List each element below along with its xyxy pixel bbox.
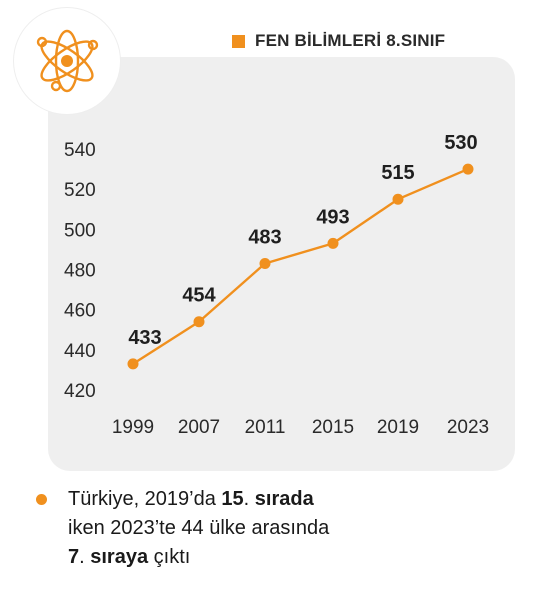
data-label: 483: [248, 226, 281, 248]
x-tick-label: 2015: [312, 417, 354, 438]
x-tick-label: 2011: [245, 417, 286, 438]
note-text: .: [79, 546, 91, 568]
y-tick-label: 480: [64, 261, 96, 282]
legend-swatch: [232, 34, 245, 48]
line-chart: 540 520 500 480 460 440 420 1999 2007 2011 2015 201…: [64, 132, 489, 438]
y-tick-label: 520: [64, 180, 96, 201]
legend-label: FEN BİLİMLERİ 8.SINIF: [255, 31, 446, 50]
chart-panel: [48, 57, 515, 471]
note-rank-2019: 15: [221, 488, 244, 510]
y-tick-label: 500: [64, 220, 96, 241]
series-line: [132, 167, 469, 365]
note-bold-word: sırada: [254, 488, 314, 510]
y-tick-label: 540: [64, 140, 96, 161]
x-tick-label: 2023: [447, 417, 489, 438]
data-point: [193, 316, 205, 328]
y-tick-label: 460: [64, 301, 96, 322]
summary-note: Türkiye, 2019’da 15. sırada iken 2023’te…: [36, 485, 516, 572]
note-text: çıktı: [148, 546, 191, 568]
note-bold-word: sıraya: [90, 546, 149, 568]
x-tick-label: 1999: [112, 417, 154, 438]
data-label: 493: [316, 206, 349, 228]
data-point: [327, 237, 339, 249]
x-tick-label: 2007: [178, 417, 220, 438]
data-label: 454: [182, 285, 216, 307]
data-label: 515: [381, 162, 414, 184]
note-rank-2023: 7: [68, 546, 80, 568]
legend: FEN BİLİMLERİ 8.SINIF: [232, 30, 445, 52]
y-tick-label: 440: [64, 341, 96, 362]
data-point: [392, 193, 404, 205]
note-text: Türkiye, 2019’da: [68, 488, 222, 510]
y-tick-label: 420: [64, 381, 96, 402]
data-label: 433: [128, 327, 161, 349]
data-point: [127, 358, 139, 370]
note-line-2: iken 2023’te 44 ülke arasında: [68, 517, 330, 539]
note-text: .: [243, 488, 255, 510]
bullet-icon: [36, 494, 47, 505]
note-line-3: 7. sıraya çıktı: [68, 543, 516, 572]
data-point: [259, 257, 271, 269]
atom-icon: [36, 29, 99, 93]
data-label: 530: [444, 132, 477, 154]
data-point: [462, 163, 474, 175]
icon-badge: [14, 8, 120, 114]
x-tick-label: 2019: [377, 417, 419, 438]
note-line-1: Türkiye, 2019’da 15. sırada: [68, 485, 516, 514]
